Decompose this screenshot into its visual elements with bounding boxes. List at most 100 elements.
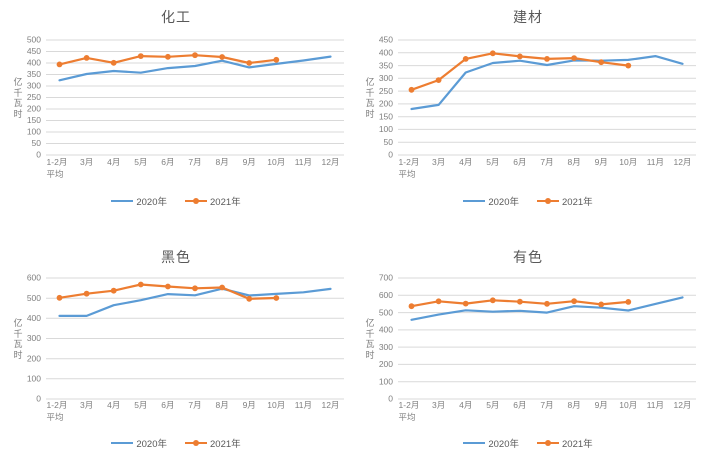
series-marker-2021 [408,303,415,310]
series-marker-2021 [517,53,523,60]
x-tick-label: 3月 [432,157,445,167]
series-marker-2021 [489,50,496,57]
y-tick-label: 600 [27,273,41,283]
x-tick-label: 7月 [540,157,553,167]
series-marker-2021 [246,295,253,302]
series-line-2020 [410,296,684,321]
series-marker-2021 [110,287,117,294]
y-tick-label: 450 [379,35,393,45]
x-tick-label: 7月 [540,400,553,410]
y-tick-label: 200 [27,104,41,114]
legend: 2020年 2021年 [0,194,352,208]
x-tick-label: 7月 [188,400,201,410]
x-tick-label: 3月 [80,157,93,167]
y-tick-label: 600 [379,290,393,300]
x-tick-label: 4月 [107,157,120,167]
x-tick-label: 5月 [134,157,147,167]
y-axis-label: 亿千瓦时 [13,77,23,119]
series-marker-2021 [408,86,415,93]
series-marker-2021 [56,294,63,301]
x-tick-label: 6月 [161,157,174,167]
legend-line-sample-2020 [111,441,134,445]
series-line-2020 [58,287,332,317]
series-marker-2021 [273,295,280,301]
legend: 2020年 2021年 [352,194,704,208]
x-tick-label: 3月 [80,400,93,410]
legend-label-2021: 2021年 [210,197,241,208]
legend-item-2021: 2021年 [537,194,593,208]
x-tick-label: 9月 [243,157,256,167]
legend-label-2021: 2021年 [562,197,593,208]
series-marker-2021 [192,285,198,292]
x-tick-label: 10月 [267,157,285,167]
x-tick-label: 4月 [107,400,120,410]
y-tick-label: 300 [27,81,41,91]
legend-label-2020: 2020年 [488,439,519,450]
series-marker-2021 [571,298,577,305]
x-tick-label: 12月 [321,400,339,410]
x-tick-label: 8月 [567,157,580,167]
chart-nonferrous: 0 100 200 300 400 500 600 700 1-2月 平均 3月 4月 5月 6月 7月 8月… [352,230,704,460]
x-tick-label: 平均 [399,412,416,422]
legend-item-2021: 2021年 [185,436,241,450]
y-tick-label: 200 [27,353,41,363]
x-tick-label: 12月 [321,157,339,167]
y-tick-label: 700 [379,273,393,283]
series-marker-2021 [625,62,632,69]
y-tick-label: 150 [27,115,41,125]
x-tick-label: 11月 [295,400,312,410]
series-marker-2021 [435,77,442,83]
chart-title: 建材 [513,9,543,25]
series-marker-2021 [517,298,523,305]
y-tick-label: 0 [388,150,393,160]
series-marker-2021 [110,59,117,66]
legend-label-2020: 2020年 [136,439,167,450]
legend-item-2020: 2020年 [111,436,167,450]
y-tick-label: 200 [379,99,393,109]
y-tick-label: 350 [27,69,41,79]
series-marker-2021 [489,297,496,304]
x-tick-label: 7月 [188,157,201,167]
x-tick-label: 3月 [432,400,445,410]
series-marker-2021 [219,54,226,60]
x-tick-label: 9月 [595,157,608,167]
x-tick-label: 12月 [673,400,691,410]
y-tick-label: 100 [27,127,41,137]
x-tick-label: 1-2月 [47,400,68,410]
y-tick-label: 0 [36,150,41,160]
y-tick-label: 450 [27,46,41,56]
legend-line-sample-2020 [463,199,486,203]
y-tick-label: 500 [27,35,41,45]
series-marker-2021 [192,52,198,59]
y-tick-label: 250 [27,92,41,102]
y-tick-label: 500 [379,307,393,317]
series-marker-2021 [165,53,171,60]
series-marker-2021 [435,298,442,305]
x-tick-label: 10月 [267,400,285,410]
y-tick-label: 300 [379,342,393,352]
y-tick-label: 400 [379,48,393,58]
legend-label-2021: 2021年 [210,439,241,450]
x-tick-label: 11月 [295,157,312,167]
legend-label-2021: 2021年 [562,439,593,450]
series-line-2020 [58,55,332,82]
series-marker-2021 [137,53,144,59]
legend-line-sample-2020 [463,441,486,445]
y-tick-label: 100 [379,376,393,386]
y-tick-label: 200 [379,359,393,369]
series-marker-2021 [83,55,90,61]
series-marker-2021 [625,299,632,305]
legend-item-2020: 2020年 [463,194,519,208]
legend-item-2021: 2021年 [185,194,241,208]
legend-item-2020: 2020年 [111,194,167,208]
y-axis-label: 亿千瓦时 [365,318,375,360]
series-marker-2021 [598,59,605,66]
y-tick-label: 0 [36,394,41,404]
y-tick-label: 350 [379,60,393,70]
chart-title: 有色 [513,249,543,265]
series-marker-2021 [544,300,550,307]
